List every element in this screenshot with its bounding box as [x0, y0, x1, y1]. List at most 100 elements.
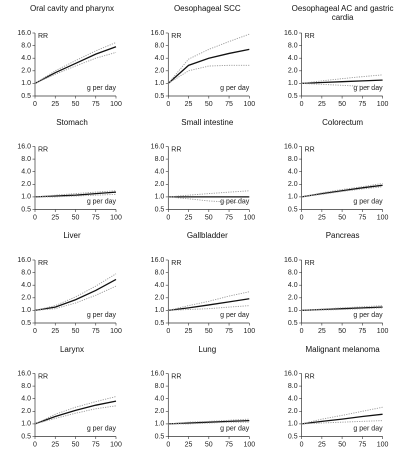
y-tick-label: 0.5	[288, 320, 298, 327]
y-axis-label: RR	[38, 373, 48, 380]
x-tick-label: 75	[92, 328, 100, 335]
y-tick-label: 1.0	[288, 421, 298, 428]
panel-title: Oesophageal AC and gastric cardia	[291, 4, 394, 22]
y-tick-label: 8.0	[288, 156, 298, 163]
y-tick-label: 4.0	[21, 282, 31, 289]
y-axis-label: RR	[171, 146, 181, 153]
rr-line	[301, 413, 383, 425]
y-tick-label: 8.0	[21, 383, 31, 390]
ci-line	[301, 420, 383, 425]
ci-line	[301, 406, 383, 425]
y-tick-label: 4.0	[288, 282, 298, 289]
panel-title: Small intestine	[181, 117, 234, 127]
ci-line	[168, 421, 250, 425]
ci-line	[34, 273, 117, 311]
ci-line	[35, 193, 117, 198]
panel-title: Larynx	[59, 344, 84, 354]
ci-line	[34, 190, 117, 198]
panel-title: Pancreas	[325, 231, 360, 240]
y-tick-label: 1.0	[21, 194, 31, 201]
x-tick-label: 25	[185, 214, 193, 221]
y-tick-label: 0.5	[21, 206, 31, 213]
x-tick-label: 100	[243, 441, 255, 448]
x-tick-label: 75	[358, 101, 366, 108]
y-tick-label: 1.0	[21, 80, 31, 87]
x-tick-label: 0	[166, 214, 170, 221]
y-tick-label: 8.0	[155, 156, 165, 163]
x-tick-label: 25	[185, 441, 193, 448]
ci-line	[168, 64, 250, 84]
y-tick-label: 16.0	[151, 30, 165, 37]
y-axis-label: RR	[38, 260, 48, 267]
ci-line	[301, 307, 383, 311]
x-tick-label: 25	[318, 214, 326, 221]
y-tick-label: 4.0	[288, 55, 298, 62]
ci-line	[34, 285, 117, 311]
y-axis-label: RR	[305, 260, 315, 267]
x-tick-label: 75	[225, 214, 233, 221]
x-tick-label: 100	[243, 328, 255, 335]
x-tick-label: 75	[92, 101, 100, 108]
x-tick-label: 100	[377, 101, 389, 108]
y-tick-label: 8.0	[21, 42, 31, 49]
x-tick-label: 25	[185, 101, 193, 108]
y-tick-label: 16.0	[17, 370, 31, 377]
y-axis-label: RR	[305, 146, 315, 153]
y-tick-label: 1.0	[21, 307, 31, 314]
x-tick-label: 0	[300, 441, 304, 448]
y-tick-label: 4.0	[155, 169, 165, 176]
y-tick-label: 16.0	[151, 370, 165, 377]
y-tick-label: 0.5	[21, 320, 31, 327]
y-tick-label: 2.0	[21, 408, 31, 415]
x-tick-label: 100	[377, 214, 389, 221]
x-tick-label: 50	[72, 214, 80, 221]
rr-line	[34, 191, 117, 198]
x-tick-label: 100	[110, 328, 122, 335]
y-axis-label: RR	[305, 33, 315, 40]
x-axis-label: g per day	[87, 85, 117, 92]
x-tick-label: 50	[205, 214, 213, 221]
x-tick-label: 0	[300, 101, 304, 108]
ci-line	[168, 418, 250, 425]
rr-line	[301, 79, 383, 85]
x-tick-label: 75	[358, 214, 366, 221]
x-tick-label: 50	[338, 214, 346, 221]
y-tick-label: 0.5	[21, 93, 31, 100]
x-tick-label: 0	[166, 328, 170, 335]
x-tick-label: 0	[300, 214, 304, 221]
y-tick-label: 1.0	[21, 421, 31, 428]
y-tick-label: 8.0	[21, 156, 31, 163]
panel-title: Stomach	[56, 117, 88, 127]
x-tick-label: 25	[51, 328, 59, 335]
y-tick-label: 16.0	[284, 143, 298, 150]
y-axis-label: RR	[171, 260, 181, 267]
y-tick-label: 8.0	[155, 42, 165, 49]
y-tick-label: 4.0	[288, 169, 298, 176]
rr-line	[301, 306, 383, 312]
y-tick-label: 4.0	[21, 55, 31, 62]
x-tick-label: 75	[92, 214, 100, 221]
x-tick-label: 50	[338, 441, 346, 448]
x-axis-label: g per day	[87, 425, 117, 432]
x-tick-label: 75	[225, 101, 233, 108]
y-tick-label: 8.0	[155, 383, 165, 390]
y-tick-label: 4.0	[21, 396, 31, 403]
x-tick-label: 50	[338, 328, 346, 335]
y-tick-label: 16.0	[151, 257, 165, 264]
ci-line	[301, 182, 383, 198]
y-tick-label: 16.0	[151, 143, 165, 150]
panel-title: Oral cavity and pharynx	[29, 4, 115, 13]
x-axis-label: g per day	[353, 85, 383, 92]
x-tick-label: 75	[225, 328, 233, 335]
y-tick-label: 8.0	[288, 383, 298, 390]
rr-line	[34, 400, 117, 425]
y-axis-label: RR	[38, 146, 48, 153]
rr-line	[168, 419, 250, 425]
panel-title: Oesophageal SCC	[173, 4, 241, 13]
x-axis-label: g per day	[87, 198, 117, 205]
y-tick-label: 16.0	[17, 257, 31, 264]
y-tick-label: 0.5	[21, 433, 31, 440]
x-tick-label: 50	[72, 441, 80, 448]
x-tick-label: 0	[33, 328, 37, 335]
x-tick-label: 0	[33, 214, 37, 221]
